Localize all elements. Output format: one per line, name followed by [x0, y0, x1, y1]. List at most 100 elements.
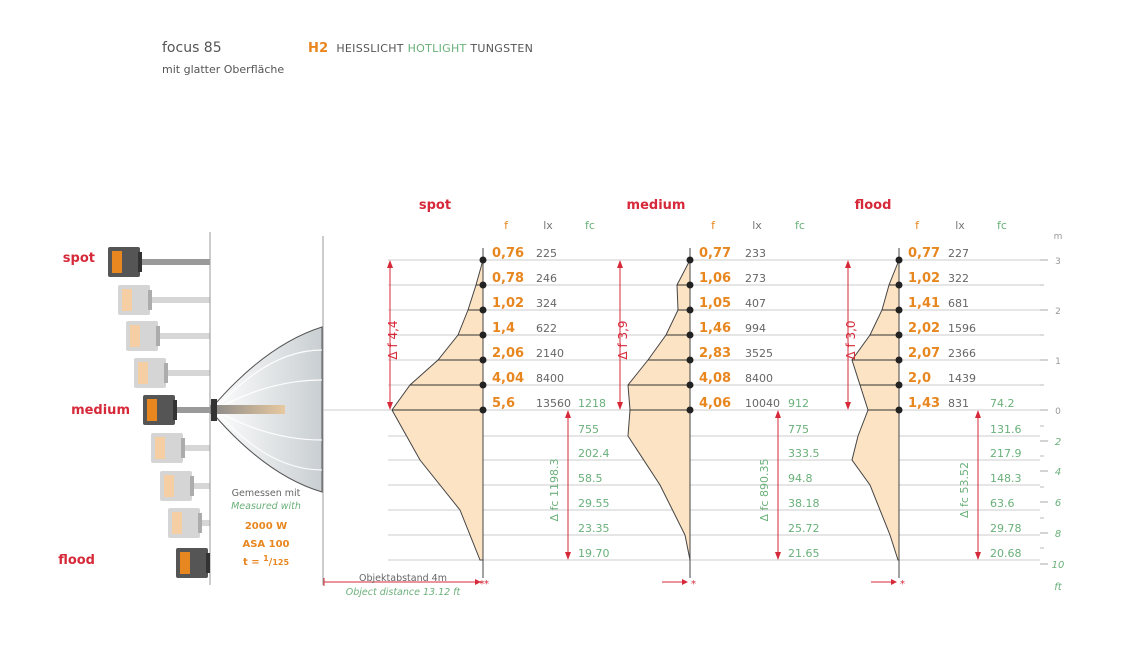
- lamp-housing: [126, 321, 158, 351]
- lamp-housing: [134, 358, 166, 388]
- measure-point: [895, 256, 903, 264]
- delta-f-head-bottom: [617, 402, 623, 410]
- measure-point: [479, 256, 487, 264]
- lamp-rod: [156, 333, 210, 339]
- lamp-neck: [164, 363, 168, 383]
- shutter-den: 125: [272, 558, 289, 567]
- fc-value: 63.6: [990, 497, 1015, 510]
- lamp-neck: [198, 513, 202, 533]
- distance-de: Objektabstand 4m: [359, 573, 447, 584]
- lamp-neck: [206, 553, 210, 573]
- lamp-housing: [118, 285, 150, 315]
- lamp-fixture: [151, 433, 210, 463]
- fc-value: 29.55: [578, 497, 610, 510]
- measure-point: [686, 381, 694, 389]
- fc-value: 912: [788, 397, 809, 410]
- f-value: 2,02: [908, 321, 940, 336]
- f-value: 1,06: [699, 271, 731, 286]
- data-tables: * spot f lx fc 0,76 0,78 1,02 1,4 2,06 4,04 5,6 225 2…: [386, 198, 1022, 590]
- distance-annotation: * Objektabstand 4m Object distance 13.12…: [323, 573, 485, 598]
- center-clamp: [211, 399, 217, 421]
- lamp-type-line: H2 HEISSLICHT HOTLIGHT TUNGSTEN: [308, 41, 533, 56]
- fc-value: 19.70: [578, 547, 610, 560]
- ft-tick-label: 6: [1055, 498, 1061, 509]
- shutter-prefix: t =: [243, 557, 263, 568]
- measure-point: [895, 306, 903, 314]
- f-value: 1,41: [908, 296, 940, 311]
- f-value: 2,83: [699, 346, 731, 361]
- measure-point: [479, 356, 487, 364]
- fc-value: 74.2: [990, 397, 1015, 410]
- lamp-lens: [130, 325, 140, 347]
- lamp-lens: [138, 362, 148, 384]
- fc-value: 38.18: [788, 497, 820, 510]
- lamp-code: H2: [308, 41, 329, 56]
- ft-tick-label: 8: [1055, 529, 1061, 540]
- delta-fc-head-bottom: [975, 552, 981, 560]
- fc-value: 58.5: [578, 472, 603, 485]
- lamp-lens: [164, 475, 174, 497]
- lamp-housing: [151, 433, 183, 463]
- measure-point: [686, 406, 694, 414]
- lamp-housing: [168, 508, 200, 538]
- beam-ray: [214, 379, 323, 411]
- fc-value: 148.3: [990, 472, 1022, 485]
- lx-value: 3525: [745, 347, 773, 360]
- f-value: 4,08: [699, 371, 731, 386]
- beam-ray: [214, 409, 323, 471]
- measured-en: Measured with: [231, 501, 301, 512]
- measured-shutter: t = 1/125: [243, 554, 289, 568]
- delta-f-head-top: [845, 260, 851, 268]
- table-title-medium: medium: [627, 198, 686, 213]
- lamp-type-tungsten: TUNGSTEN: [470, 42, 534, 55]
- fc-value: 20.68: [990, 547, 1022, 560]
- f-value: 1,46: [699, 321, 731, 336]
- lamp-label-flood: flood: [58, 553, 95, 568]
- lamp-fixture: [108, 247, 210, 277]
- lx-value: 994: [745, 322, 766, 335]
- lamp-rod: [164, 370, 210, 376]
- f-value: 0,77: [908, 246, 940, 261]
- col-header-lx: lx: [955, 219, 965, 232]
- ft-tick-label: 10: [1052, 560, 1065, 571]
- lx-value: 1596: [948, 322, 976, 335]
- lamp-rod: [190, 483, 210, 489]
- table-flood: * flood f lx fc 0,77 1,02 1,41 2,02 2,07 2,0 1,43 22…: [844, 198, 1022, 590]
- svg-text:*: *: [480, 579, 485, 590]
- lamp-housing: [160, 471, 192, 501]
- fc-value: 21.65: [788, 547, 820, 560]
- fc-value: 202.4: [578, 447, 610, 460]
- lamp-fixture: [126, 321, 210, 351]
- measure-point: [479, 306, 487, 314]
- m-tick-label: 2: [1055, 307, 1061, 317]
- lamp-lens: [180, 552, 190, 574]
- measure-point: [686, 356, 694, 364]
- lx-value: 2140: [536, 347, 564, 360]
- fc-value: 333.5: [788, 447, 820, 460]
- distance-arrow-head: [682, 579, 688, 585]
- lamp-rod: [198, 520, 210, 526]
- f-value: 2,06: [492, 346, 524, 361]
- distance-arrow-head: [475, 579, 481, 585]
- distance-marker: *: [691, 579, 696, 590]
- lamp-lens: [172, 512, 182, 534]
- lamp-illustration: spot medium flood: [58, 232, 324, 585]
- fc-value: 1218: [578, 397, 606, 410]
- col-header-fc: fc: [585, 219, 595, 232]
- lx-value: 322: [948, 272, 969, 285]
- delta-f-label: Δ f 3,9: [616, 320, 630, 359]
- f-value: 2,07: [908, 346, 940, 361]
- lamp-fixture: [118, 285, 210, 315]
- lx-value: 227: [948, 247, 969, 260]
- ft-unit-label: ft: [1054, 582, 1063, 593]
- lamp-label-spot: spot: [63, 251, 95, 266]
- lamp-neck: [173, 400, 177, 420]
- delta-fc-head-top: [975, 410, 981, 418]
- delta-fc-head-top: [565, 410, 571, 418]
- fc-value: 94.8: [788, 472, 813, 485]
- f-value: 4,06: [699, 396, 731, 411]
- f-value: 0,77: [699, 246, 731, 261]
- f-value: 1,02: [492, 296, 524, 311]
